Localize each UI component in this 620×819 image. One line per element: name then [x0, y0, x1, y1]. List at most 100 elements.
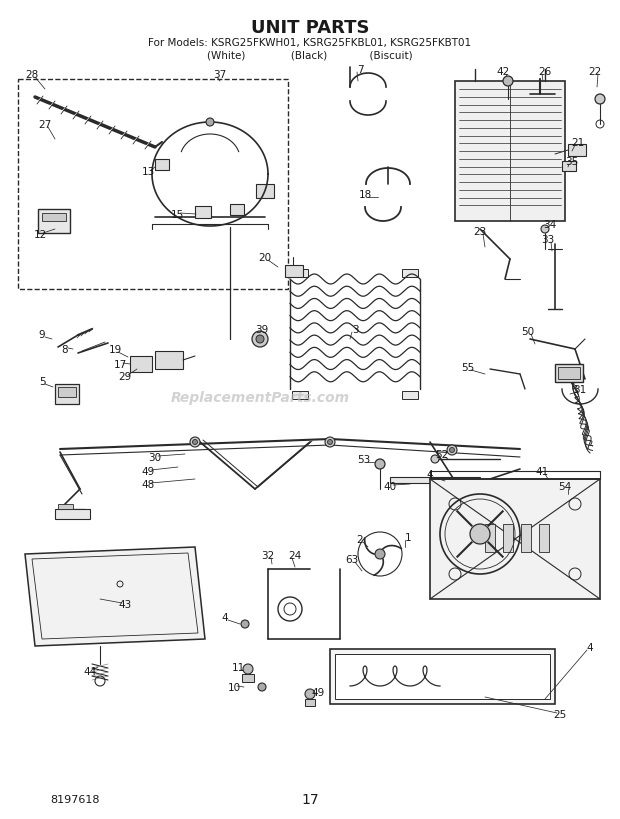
Bar	[155, 351, 183, 369]
Bar	[42, 214, 66, 222]
Bar	[485, 524, 495, 552]
Text: 10: 10	[228, 682, 241, 692]
Bar	[256, 185, 274, 199]
Text: 35: 35	[565, 156, 578, 167]
Text: 30: 30	[148, 452, 162, 463]
Text: 26: 26	[538, 67, 552, 77]
Circle shape	[256, 336, 264, 344]
Bar	[455, 82, 565, 222]
Text: 5: 5	[38, 377, 45, 387]
Circle shape	[503, 77, 513, 87]
Circle shape	[431, 455, 439, 464]
Text: 3: 3	[352, 324, 358, 335]
Bar	[130, 356, 152, 373]
Text: 25: 25	[554, 709, 567, 719]
Bar	[335, 654, 550, 699]
Circle shape	[325, 437, 335, 447]
Bar	[521, 524, 531, 552]
Text: 34: 34	[543, 219, 557, 229]
Bar	[402, 269, 418, 278]
Text: 4: 4	[427, 469, 433, 479]
Text: 11: 11	[231, 663, 245, 672]
Text: 17: 17	[301, 792, 319, 806]
Circle shape	[241, 620, 249, 628]
Text: 13: 13	[141, 167, 154, 177]
Bar	[430, 479, 600, 600]
Text: 50: 50	[521, 327, 534, 337]
Text: 8: 8	[61, 345, 68, 355]
Text: 48: 48	[141, 479, 154, 490]
Bar	[503, 524, 513, 552]
Bar	[285, 265, 303, 278]
Bar	[18, 80, 288, 290]
Circle shape	[375, 550, 385, 559]
Circle shape	[450, 448, 454, 453]
Circle shape	[305, 689, 315, 699]
Circle shape	[243, 664, 253, 674]
Text: 7: 7	[356, 65, 363, 75]
Circle shape	[470, 524, 490, 545]
Bar	[55, 385, 79, 405]
Circle shape	[192, 440, 198, 445]
Text: 43: 43	[118, 600, 131, 609]
Text: 42: 42	[497, 67, 510, 77]
Bar	[568, 145, 586, 156]
Text: 22: 22	[588, 67, 601, 77]
Bar	[330, 649, 555, 704]
Polygon shape	[25, 547, 205, 646]
Text: 1: 1	[405, 532, 411, 542]
Text: 27: 27	[38, 120, 51, 130]
Bar	[292, 391, 308, 400]
Bar	[58, 387, 76, 397]
Text: 19: 19	[108, 345, 122, 355]
Bar	[539, 524, 549, 552]
Text: 9: 9	[38, 329, 45, 340]
Text: 39: 39	[255, 324, 268, 335]
Text: 37: 37	[213, 70, 227, 80]
Circle shape	[252, 332, 268, 347]
Text: 17: 17	[113, 360, 126, 369]
Circle shape	[190, 437, 200, 447]
Bar	[155, 160, 169, 171]
Text: 2: 2	[356, 534, 363, 545]
Circle shape	[595, 95, 605, 105]
Text: 63: 63	[345, 554, 358, 564]
Text: 4: 4	[222, 613, 228, 622]
Text: 49: 49	[141, 467, 154, 477]
Bar	[58, 505, 73, 509]
Bar	[195, 206, 211, 219]
Text: 4: 4	[587, 642, 593, 652]
Text: 44: 44	[83, 666, 97, 676]
Text: 8197618: 8197618	[50, 794, 99, 804]
Bar	[305, 699, 315, 706]
Text: 53: 53	[357, 455, 371, 464]
Text: 33: 33	[541, 235, 555, 245]
Bar	[455, 490, 485, 500]
Text: 55: 55	[461, 363, 475, 373]
Text: 41: 41	[536, 467, 549, 477]
Text: 21: 21	[572, 138, 585, 147]
Bar	[292, 269, 308, 278]
Text: 20: 20	[259, 253, 272, 263]
Text: 24: 24	[288, 550, 301, 560]
Circle shape	[206, 119, 214, 127]
Text: (White)              (Black)             (Biscuit): (White) (Black) (Biscuit)	[207, 50, 413, 60]
Text: 15: 15	[170, 210, 184, 219]
Text: For Models: KSRG25FKWH01, KSRG25FKBL01, KSRG25FKBT01: For Models: KSRG25FKWH01, KSRG25FKBL01, …	[148, 38, 472, 48]
Circle shape	[258, 683, 266, 691]
Text: 54: 54	[559, 482, 572, 491]
Bar	[55, 509, 90, 519]
Bar	[242, 674, 254, 682]
Bar	[38, 210, 70, 233]
Text: ReplacementParts.com: ReplacementParts.com	[171, 390, 350, 405]
Bar	[558, 368, 580, 379]
Text: 49: 49	[311, 687, 325, 697]
Bar	[390, 477, 480, 483]
Text: 40: 40	[383, 482, 397, 491]
Circle shape	[327, 440, 332, 445]
Circle shape	[447, 446, 457, 455]
Text: 32: 32	[262, 550, 275, 560]
Text: 52: 52	[435, 450, 449, 459]
Bar	[402, 391, 418, 400]
Text: 29: 29	[118, 372, 131, 382]
